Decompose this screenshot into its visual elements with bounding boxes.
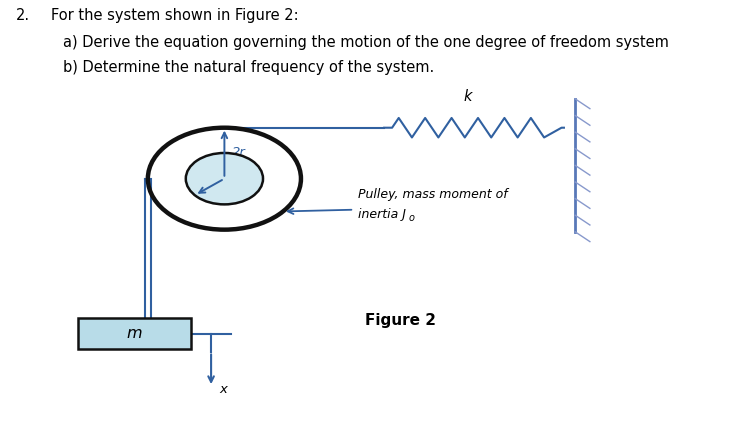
Text: b) Determine the natural frequency of the system.: b) Determine the natural frequency of th… (63, 60, 434, 75)
Text: 2r: 2r (233, 146, 246, 159)
Text: For the system shown in Figure 2:: For the system shown in Figure 2: (52, 8, 299, 23)
Text: Figure 2: Figure 2 (365, 313, 436, 328)
Text: Pulley, mass moment of: Pulley, mass moment of (358, 188, 507, 201)
Text: inertia J: inertia J (358, 208, 405, 221)
Text: x: x (219, 383, 227, 396)
Text: k: k (463, 89, 472, 104)
Text: a) Derive the equation governing the motion of the one degree of freedom system: a) Derive the equation governing the mot… (63, 35, 669, 50)
Text: m: m (126, 326, 142, 341)
Text: o: o (408, 213, 414, 223)
Bar (78, 318, 191, 349)
Circle shape (186, 153, 263, 204)
Text: r: r (205, 158, 210, 171)
Text: 2.: 2. (16, 8, 30, 23)
